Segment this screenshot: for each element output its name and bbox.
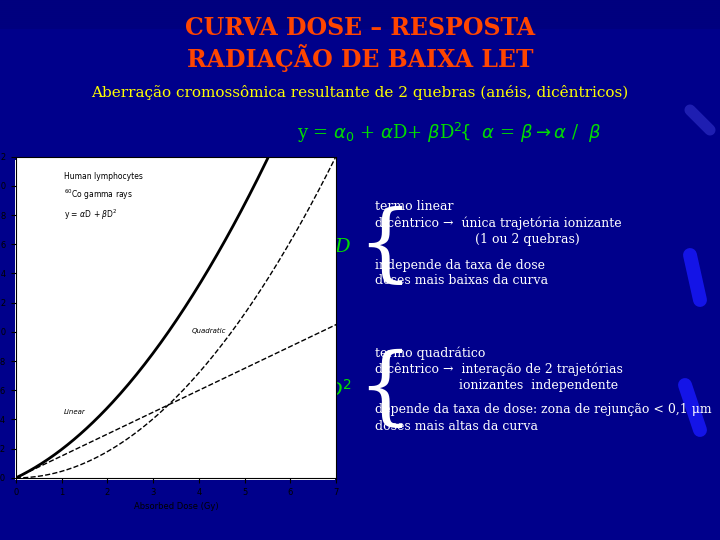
Text: y = $\alpha_0$ + $\alpha$D+ $\beta$D$^2$: y = $\alpha_0$ + $\alpha$D+ $\beta$D$^2$ [297,121,463,145]
Text: RADIAÇÃO DE BAIXA LET: RADIAÇÃO DE BAIXA LET [186,44,534,72]
Text: {: { [357,348,412,431]
Text: dicêntrico →  interação de 2 trajetórias: dicêntrico → interação de 2 trajetórias [375,362,623,376]
Text: ionizantes  independente: ionizantes independente [375,380,618,393]
Text: dicêntrico →  única trajetória ionizante: dicêntrico → única trajetória ionizante [375,216,621,229]
Text: Quadratic: Quadratic [192,328,227,334]
Text: depende da taxa de dose: zona de rejunção < 0,1 μm: depende da taxa de dose: zona de rejunçã… [375,403,711,416]
Text: (1 ou 2 quebras): (1 ou 2 quebras) [375,233,580,246]
Text: $^{60}$Co gamma rays: $^{60}$Co gamma rays [64,188,132,202]
Text: CURVA DOSE – RESPOSTA: CURVA DOSE – RESPOSTA [185,16,535,40]
Text: independe da taxa de dose: independe da taxa de dose [375,259,545,272]
Text: doses mais baixas da curva: doses mais baixas da curva [375,274,548,287]
Text: {: { [357,205,412,288]
Text: Linear: Linear [64,409,86,415]
Text: termo linear: termo linear [375,200,454,213]
Text: termo quadrático: termo quadrático [375,346,485,360]
Text: $\alpha$D: $\alpha$D [322,238,352,256]
Text: $\{$  $\alpha$ = $\beta$$\rightarrow$$\alpha$ /  $\beta$: $\{$ $\alpha$ = $\beta$$\rightarrow$$\al… [459,122,601,144]
Text: doses mais altas da curva: doses mais altas da curva [375,420,538,433]
Text: Human lymphocytes: Human lymphocytes [64,172,143,181]
Text: y = $\alpha$D + $\beta$D$^2$: y = $\alpha$D + $\beta$D$^2$ [64,207,117,221]
FancyBboxPatch shape [15,160,335,480]
Text: Aberração cromossômica resultante de 2 quebras (anéis, dicêntricos): Aberração cromossômica resultante de 2 q… [91,84,629,99]
Text: $\beta$D$^2$: $\beta$D$^2$ [315,377,352,403]
X-axis label: Absorbed Dose (Gy): Absorbed Dose (Gy) [134,502,218,511]
